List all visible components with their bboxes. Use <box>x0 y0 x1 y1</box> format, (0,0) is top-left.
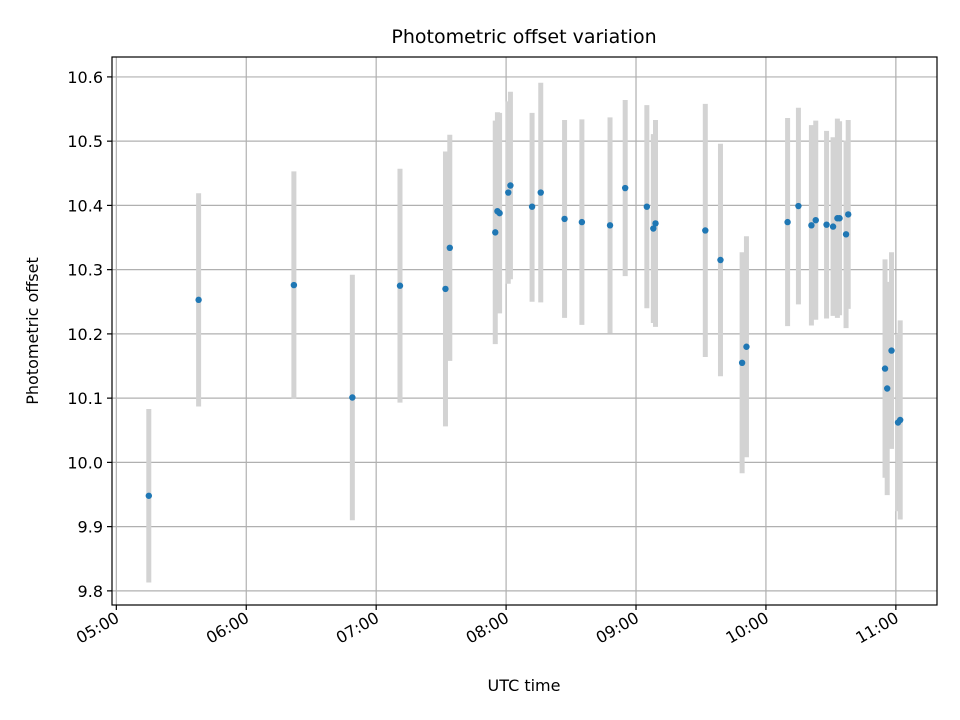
data-point <box>883 385 891 392</box>
data-point <box>446 244 453 252</box>
data-point <box>442 285 449 293</box>
y-tick-label: 9.8 <box>78 582 103 601</box>
data-point <box>505 189 512 196</box>
data-point <box>888 347 895 354</box>
data-point <box>396 282 404 289</box>
y-axis-title: Photometric offset <box>23 257 42 405</box>
data-point <box>881 365 889 372</box>
data-point <box>145 492 153 499</box>
data-point <box>896 416 904 424</box>
data-point <box>829 223 837 230</box>
data-point <box>823 221 830 228</box>
y-tick-label: 10.3 <box>67 261 103 280</box>
chart-title: Photometric offset variation <box>391 26 656 48</box>
y-tick-label: 9.9 <box>78 518 103 537</box>
point-layer <box>145 182 904 499</box>
data-point <box>290 281 298 289</box>
data-point <box>561 215 568 223</box>
data-point <box>743 343 750 350</box>
data-point <box>606 222 614 229</box>
data-point <box>349 394 356 401</box>
data-point <box>784 218 791 226</box>
data-point <box>808 222 815 229</box>
data-point <box>650 225 657 232</box>
data-point <box>836 215 843 222</box>
data-point <box>528 203 536 210</box>
x-axis-title: UTC time <box>488 676 561 695</box>
y-tick-label: 10.0 <box>67 453 103 472</box>
data-point <box>496 209 503 217</box>
data-point <box>738 359 746 367</box>
data-point <box>492 229 499 236</box>
data-point <box>702 227 709 234</box>
y-tick-label: 10.2 <box>67 325 103 344</box>
data-point <box>652 220 659 227</box>
data-point <box>621 184 629 192</box>
y-tick-label: 10.5 <box>67 132 103 151</box>
data-point <box>578 218 586 226</box>
y-tick-label: 10.6 <box>67 68 103 87</box>
data-point <box>845 211 852 218</box>
data-point <box>717 256 724 264</box>
data-point <box>195 296 202 304</box>
data-point <box>842 231 850 238</box>
plot-frame <box>111 56 938 606</box>
data-point <box>507 182 514 189</box>
data-point <box>812 216 819 224</box>
y-tick-label: 10.4 <box>67 196 103 215</box>
data-point <box>795 202 802 210</box>
y-tick-label: 10.1 <box>67 389 103 408</box>
data-point <box>643 203 651 210</box>
data-point <box>537 189 544 196</box>
